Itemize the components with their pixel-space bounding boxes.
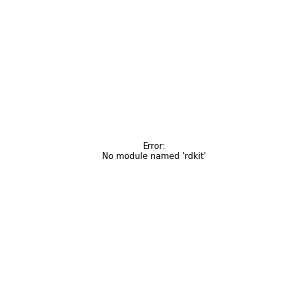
Text: Error:
No module named 'rdkit': Error: No module named 'rdkit' [102, 142, 206, 161]
